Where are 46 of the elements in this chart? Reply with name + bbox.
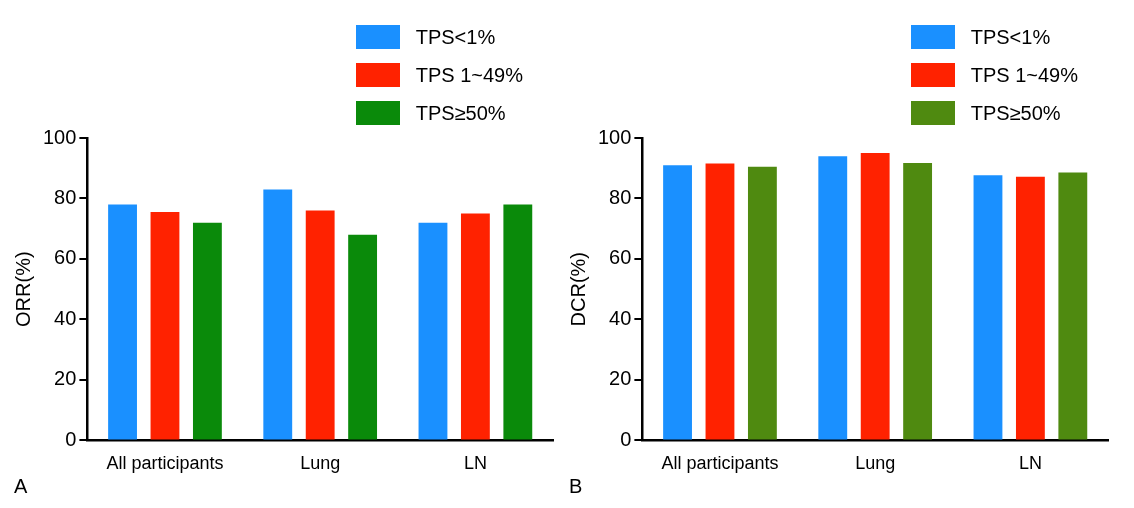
- y-tick-label: 100: [42, 125, 77, 148]
- y-tick-label: 80: [54, 186, 77, 208]
- x-tick-label: All participants: [661, 453, 779, 474]
- legend-label: TPS≥50%: [415, 101, 506, 125]
- y-tick-label: 20: [609, 367, 632, 390]
- y-tick-label: 100: [597, 125, 632, 148]
- bar: [705, 163, 735, 440]
- bar: [418, 222, 448, 440]
- y-tick-label: 40: [54, 306, 77, 329]
- x-tick-label: Lung: [855, 453, 896, 474]
- text: A: [14, 475, 28, 498]
- bar: [503, 204, 533, 440]
- bar: [860, 153, 890, 440]
- y-tick-label: 0: [620, 427, 632, 450]
- y-axis-title: DCR(%): [566, 251, 589, 327]
- bar: [108, 204, 137, 440]
- x-tick-label: LN: [463, 453, 487, 474]
- y-tick-label: 20: [54, 367, 77, 390]
- text: B: [569, 475, 583, 498]
- legend-label: TPS<1%: [415, 25, 496, 49]
- y-tick-label: 60: [609, 246, 632, 269]
- bar: [973, 175, 1003, 440]
- bar: [747, 166, 777, 440]
- x-tick-label: All participants: [106, 453, 224, 474]
- bar: [1058, 172, 1088, 440]
- bar: [263, 189, 293, 440]
- x-tick-label: Lung: [300, 453, 341, 474]
- bar: [192, 222, 222, 440]
- y-tick-label: 60: [54, 246, 77, 269]
- y-axis-title: ORR(%): [11, 251, 34, 327]
- x-tick-label: LN: [1018, 453, 1042, 474]
- bar: [460, 213, 490, 440]
- legend-label: TPS 1~49%: [970, 63, 1078, 87]
- bar: [348, 234, 378, 440]
- y-tick-label: 80: [609, 186, 632, 208]
- bar: [818, 156, 848, 440]
- legend-label: TPS≥50%: [970, 101, 1061, 125]
- bar: [305, 210, 335, 440]
- bar: [1015, 176, 1045, 440]
- bar: [663, 165, 692, 440]
- bar: [903, 163, 933, 440]
- y-tick-label: 0: [65, 427, 77, 450]
- legend-label: TPS 1~49%: [415, 63, 523, 87]
- y-tick-label: 40: [609, 306, 632, 329]
- legend-label: TPS<1%: [970, 25, 1051, 49]
- bar: [150, 212, 180, 440]
